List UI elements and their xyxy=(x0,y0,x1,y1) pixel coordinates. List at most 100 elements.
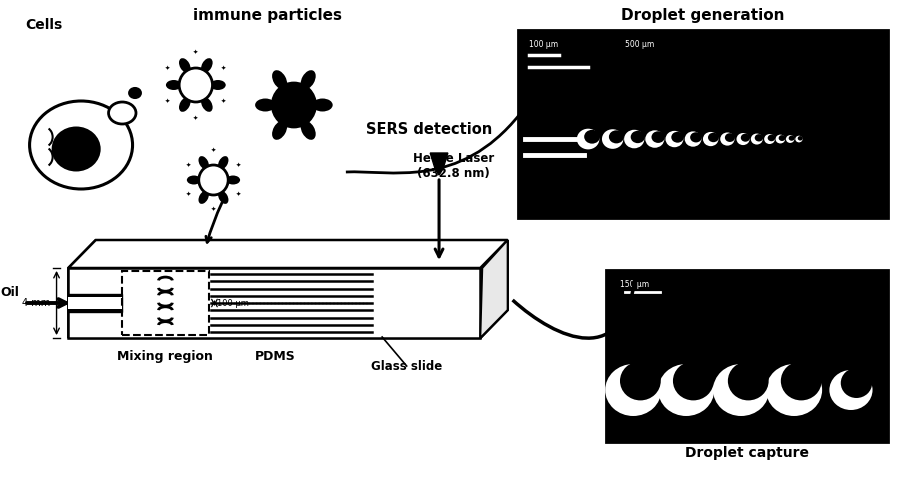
Ellipse shape xyxy=(624,130,644,148)
Ellipse shape xyxy=(226,175,240,185)
Ellipse shape xyxy=(201,58,212,73)
Circle shape xyxy=(273,83,316,127)
Ellipse shape xyxy=(788,136,795,141)
Text: 500 μm: 500 μm xyxy=(626,40,654,49)
Ellipse shape xyxy=(728,362,769,400)
Ellipse shape xyxy=(768,135,775,141)
Ellipse shape xyxy=(671,132,684,143)
Text: Droplet capture: Droplet capture xyxy=(685,446,809,460)
Text: ✦: ✦ xyxy=(221,66,227,71)
Ellipse shape xyxy=(187,175,201,185)
Text: Cells: Cells xyxy=(25,18,62,32)
Ellipse shape xyxy=(179,97,191,112)
Ellipse shape xyxy=(690,132,702,143)
Ellipse shape xyxy=(713,364,770,416)
Text: ✦: ✦ xyxy=(211,148,216,153)
Ellipse shape xyxy=(201,97,212,112)
Ellipse shape xyxy=(797,136,803,141)
Polygon shape xyxy=(68,240,95,338)
Text: Mixing region: Mixing region xyxy=(118,350,213,363)
Ellipse shape xyxy=(673,362,714,400)
Ellipse shape xyxy=(272,121,287,140)
Ellipse shape xyxy=(199,156,209,170)
Text: ✦: ✦ xyxy=(236,192,241,197)
Text: ✦: ✦ xyxy=(166,66,170,71)
Ellipse shape xyxy=(830,370,872,410)
Ellipse shape xyxy=(301,121,316,140)
Ellipse shape xyxy=(665,131,683,147)
Bar xyxy=(68,294,122,312)
Ellipse shape xyxy=(766,364,822,416)
Bar xyxy=(122,271,209,335)
Ellipse shape xyxy=(109,102,136,124)
Ellipse shape xyxy=(736,133,750,145)
Bar xyxy=(518,30,888,218)
Ellipse shape xyxy=(218,191,229,204)
Ellipse shape xyxy=(609,130,624,144)
Ellipse shape xyxy=(685,131,701,147)
Ellipse shape xyxy=(703,132,718,146)
Ellipse shape xyxy=(129,88,141,98)
Text: 100 μm: 100 μm xyxy=(529,40,558,49)
Text: 150 μm: 150 μm xyxy=(620,280,650,289)
Text: ✦: ✦ xyxy=(194,116,198,121)
Ellipse shape xyxy=(841,368,872,398)
Ellipse shape xyxy=(796,136,803,143)
Text: He-Ne Laser
(632.8 nm): He-Ne Laser (632.8 nm) xyxy=(413,152,494,180)
Ellipse shape xyxy=(179,58,191,73)
Ellipse shape xyxy=(605,364,662,416)
Ellipse shape xyxy=(584,130,600,144)
Polygon shape xyxy=(68,240,508,268)
Text: immune particles: immune particles xyxy=(193,8,342,23)
Ellipse shape xyxy=(51,126,101,172)
Ellipse shape xyxy=(210,80,226,90)
Ellipse shape xyxy=(620,362,661,400)
Ellipse shape xyxy=(301,70,316,89)
Text: Glass slide: Glass slide xyxy=(371,360,442,373)
Bar xyxy=(606,270,888,442)
Ellipse shape xyxy=(645,130,664,148)
Ellipse shape xyxy=(764,134,775,144)
Text: ✦: ✦ xyxy=(186,192,191,197)
Polygon shape xyxy=(68,310,508,338)
Ellipse shape xyxy=(652,131,665,143)
Ellipse shape xyxy=(751,134,763,145)
Ellipse shape xyxy=(776,135,785,144)
Ellipse shape xyxy=(755,134,763,142)
Ellipse shape xyxy=(724,133,735,142)
Text: Droplet generation: Droplet generation xyxy=(621,8,785,23)
Text: 100 μm: 100 μm xyxy=(218,298,249,308)
Polygon shape xyxy=(481,240,508,338)
Text: SERS detection: SERS detection xyxy=(366,122,492,137)
Text: Oil: Oil xyxy=(0,286,19,299)
Ellipse shape xyxy=(786,135,795,143)
Ellipse shape xyxy=(708,133,719,142)
Ellipse shape xyxy=(218,156,229,170)
Ellipse shape xyxy=(658,364,715,416)
Ellipse shape xyxy=(199,191,209,204)
Ellipse shape xyxy=(577,129,599,149)
Ellipse shape xyxy=(778,135,786,141)
Bar xyxy=(68,297,122,309)
Text: ✦: ✦ xyxy=(211,207,216,212)
Ellipse shape xyxy=(30,101,132,189)
Ellipse shape xyxy=(720,132,734,146)
Polygon shape xyxy=(481,240,508,338)
Polygon shape xyxy=(430,153,448,175)
Text: 4 mm: 4 mm xyxy=(22,298,50,308)
Circle shape xyxy=(199,165,229,195)
Ellipse shape xyxy=(781,362,822,400)
Ellipse shape xyxy=(741,134,750,142)
Ellipse shape xyxy=(255,98,275,112)
Text: ✦: ✦ xyxy=(166,99,170,104)
Ellipse shape xyxy=(602,129,624,149)
Ellipse shape xyxy=(272,70,287,89)
Polygon shape xyxy=(68,268,481,338)
Text: ✦: ✦ xyxy=(186,163,191,168)
Text: ✦: ✦ xyxy=(221,99,227,104)
Text: PDMS: PDMS xyxy=(255,350,295,363)
Ellipse shape xyxy=(166,80,182,90)
Ellipse shape xyxy=(312,98,333,112)
Ellipse shape xyxy=(631,131,644,143)
Circle shape xyxy=(179,68,212,102)
